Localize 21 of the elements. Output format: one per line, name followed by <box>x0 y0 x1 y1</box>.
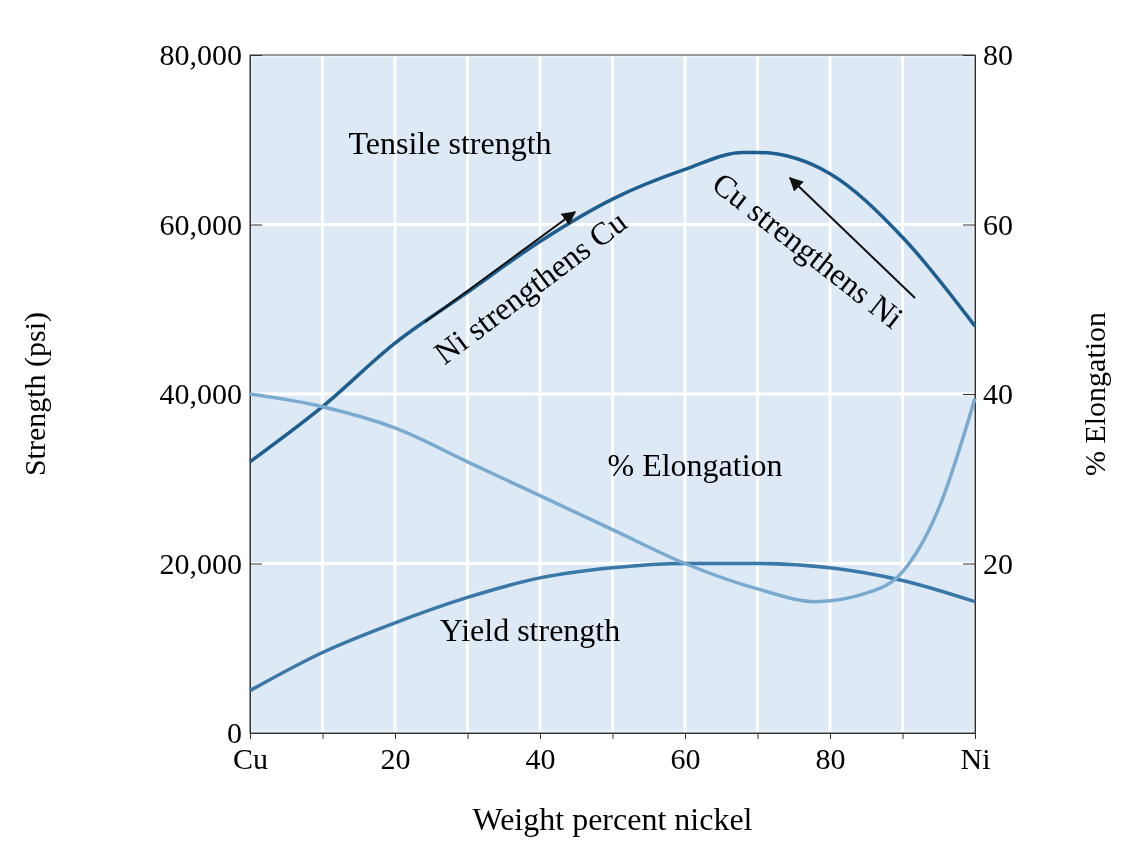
annotation: Yield strength <box>439 612 621 649</box>
y2-axis-title: % Elongation <box>1078 311 1111 477</box>
y-tick-label: 40,000 <box>159 377 242 411</box>
x-tick-label: 40 <box>525 742 556 775</box>
y2-tick-label: 80 <box>983 38 1013 72</box>
y2-tick-label: 20 <box>983 546 1013 580</box>
x-tick-label: 60 <box>670 742 701 775</box>
x-tick-label: 20 <box>380 742 411 775</box>
annotation: Tensile strength <box>348 125 552 162</box>
y-tick-label: 60,000 <box>159 207 242 241</box>
y-tick-label: 80,000 <box>159 38 242 72</box>
y2-tick-label: 40 <box>983 377 1013 411</box>
line-series <box>248 392 977 604</box>
y-tick-label: 20,000 <box>159 546 242 580</box>
x-axis-title: Weight percent nickel <box>472 801 753 837</box>
line-series <box>248 561 977 693</box>
annotation: % Elongation <box>607 447 783 484</box>
x-tick-label: Ni <box>960 742 991 775</box>
x-tick-label: 80 <box>815 742 846 775</box>
y2-tick-label: 60 <box>983 207 1013 241</box>
y-axis-title: Strength (psi) <box>18 311 52 477</box>
